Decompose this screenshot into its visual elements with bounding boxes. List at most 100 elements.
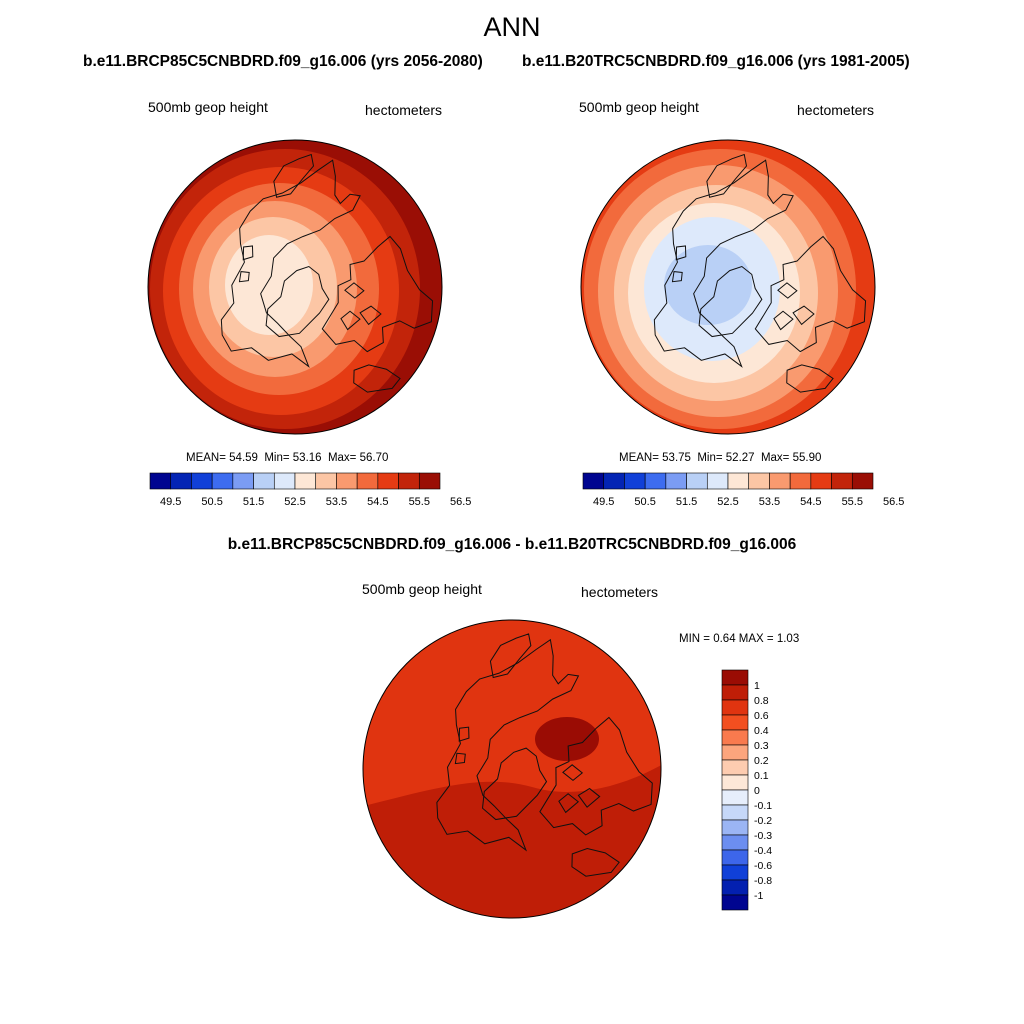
panel3-contour-level — [535, 717, 599, 761]
colorbar-tick-label: 0.1 — [754, 770, 769, 782]
colorbar-tick-label: 0.2 — [754, 755, 769, 767]
colorbar-tick-label: 50.5 — [201, 496, 222, 508]
panel1-variable-label: 500mb geop height — [148, 99, 268, 115]
panel3-colorbar: 1 0.8 0.6 0.4 0.3 0.2 0.1 0 -0.1 -0.2 -0.3 -0.4 -0.6… — [721, 669, 772, 911]
colorbar-box — [377, 472, 399, 490]
colorbar-box — [686, 472, 708, 490]
mean-value: 53.75 — [662, 452, 691, 464]
colorbar-box — [211, 472, 234, 490]
colorbar-tick-label: 51.5 — [243, 496, 264, 508]
colorbar-tick-label: 0.8 — [754, 695, 769, 707]
colorbar-box — [273, 472, 296, 490]
colorbar-box — [232, 472, 254, 490]
colorbar-box — [294, 472, 317, 490]
max-label: Max= — [760, 452, 790, 464]
colorbar-box — [706, 472, 729, 490]
colorbar-tick-label: 53.5 — [326, 496, 347, 508]
panel1-units-label: hectometers — [365, 102, 443, 118]
colorbar-box — [721, 699, 749, 716]
colorbar-tick-label: -0.1 — [754, 800, 772, 812]
colorbar-tick-label: 49.5 — [593, 496, 614, 508]
colorbar-tick-label: 56.5 — [883, 496, 904, 508]
colorbar-tick-label: 54.5 — [800, 496, 821, 508]
colorbar-tick-label: 53.5 — [759, 496, 780, 508]
colorbar-box — [721, 684, 749, 701]
colorbar-box — [721, 819, 749, 836]
colorbar-tick-label: 51.5 — [676, 496, 697, 508]
panel2-stats: MEAN= 53.75 Min= 52.27 Max= 55.90 — [619, 452, 821, 464]
panel3-variable-label: 500mb geop height — [362, 581, 482, 597]
colorbar-box — [398, 472, 420, 490]
colorbar-tick-label: -1 — [754, 890, 763, 902]
colorbar-box — [721, 789, 749, 806]
panel1-colorbar: 49.5 50.5 51.5 52.5 53.5 54.5 55.5 56.5 — [149, 472, 471, 508]
colorbar-box — [721, 894, 749, 911]
colorbar-box — [721, 729, 749, 746]
colorbar-tick-label: 0.4 — [754, 725, 769, 737]
panel2-units-label: hectometers — [797, 102, 875, 118]
colorbar-tick-label: -0.3 — [754, 830, 772, 842]
panel2-map-outline — [580, 139, 876, 435]
colorbar-box — [170, 472, 192, 490]
max-label: MAX = — [738, 633, 774, 645]
colorbar-tick-label: 0 — [754, 785, 760, 797]
max-value: 56.70 — [359, 452, 389, 464]
figure-title: ANN — [483, 12, 541, 42]
panel3-contour-level — [363, 620, 661, 809]
colorbar-tick-label: 54.5 — [367, 496, 388, 508]
colorbar-box — [721, 759, 749, 776]
panel1-map-outline — [147, 139, 443, 435]
min-value: 53.16 — [292, 452, 322, 464]
min-value: 0.64 — [713, 633, 736, 645]
colorbar-box — [603, 472, 625, 490]
panel3-stats: MIN = 0.64 MAX = 1.03 — [679, 633, 799, 645]
colorbar-box — [727, 472, 750, 490]
colorbar-box — [253, 472, 275, 490]
panel2-map — [580, 139, 876, 435]
colorbar-box — [769, 472, 791, 490]
colorbar-box — [721, 774, 749, 791]
colorbar-box — [721, 849, 749, 866]
min-label: Min= — [264, 452, 290, 464]
colorbar-box — [582, 472, 605, 490]
colorbar-box — [191, 472, 213, 490]
max-label: Max= — [327, 452, 357, 464]
colorbar-tick-label: 55.5 — [409, 496, 430, 508]
colorbar-tick-label: 50.5 — [634, 496, 655, 508]
colorbar-box — [851, 472, 874, 490]
colorbar-box — [336, 472, 358, 490]
min-label: MIN = — [679, 633, 710, 645]
panel3-title: b.e11.BRCP85C5CNBDRD.f09_g16.006 - b.e11… — [227, 536, 797, 553]
colorbar-box — [665, 472, 687, 490]
panel2-colorbar: 49.5 50.5 51.5 52.5 53.5 54.5 55.5 56.5 — [582, 472, 904, 508]
colorbar-tick-label: -0.6 — [754, 860, 772, 872]
colorbar-box — [748, 472, 770, 490]
panel3-units-label: hectometers — [581, 584, 659, 600]
colorbar-tick-label: 1 — [754, 680, 760, 692]
colorbar-box — [418, 472, 441, 490]
panel1-map — [147, 139, 443, 435]
colorbar-tick-label: -0.4 — [754, 845, 772, 857]
colorbar-box — [789, 472, 812, 490]
colorbar-box — [721, 864, 749, 881]
colorbar-tick-label: 52.5 — [717, 496, 738, 508]
colorbar-box — [624, 472, 646, 490]
mean-label: MEAN= — [186, 452, 226, 464]
panel2-variable-label: 500mb geop height — [579, 99, 699, 115]
colorbar-tick-label: 56.5 — [450, 496, 471, 508]
panel1-stats: MEAN= 54.59 Min= 53.16 Max= 56.70 — [186, 452, 388, 464]
colorbar-box — [149, 472, 172, 490]
colorbar-tick-label: 49.5 — [160, 496, 181, 508]
colorbar-box — [721, 669, 749, 686]
panel2-contour-level — [664, 245, 752, 325]
colorbar-tick-label: 0.6 — [754, 710, 769, 722]
colorbar-tick-label: -0.8 — [754, 875, 772, 887]
colorbar-box — [721, 744, 749, 761]
max-value: 55.90 — [792, 452, 822, 464]
min-value: 52.27 — [725, 452, 755, 464]
colorbar-box — [831, 472, 853, 490]
colorbar-tick-label: 55.5 — [842, 496, 863, 508]
colorbar-box — [721, 879, 749, 896]
panel2-title: b.e11.B20TRC5CNBDRD.f09_g16.006 (yrs 198… — [522, 53, 910, 70]
